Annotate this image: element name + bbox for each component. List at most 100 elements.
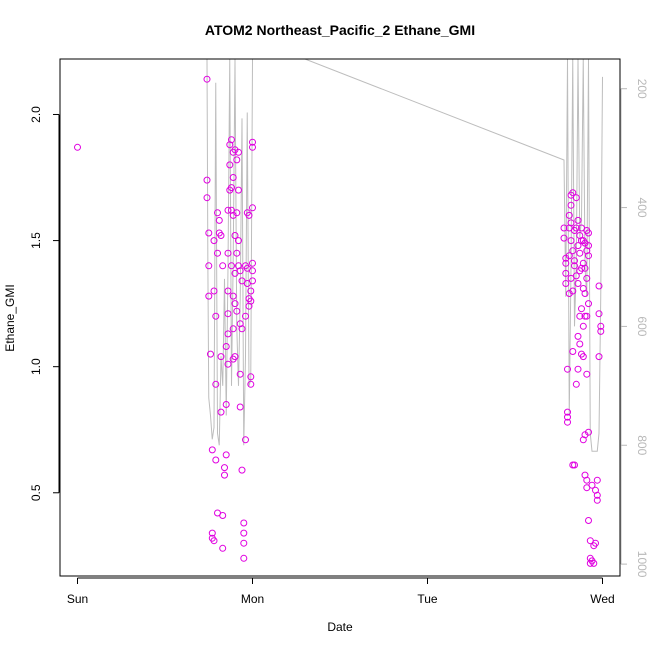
data-point — [593, 491, 601, 499]
data-point — [228, 184, 235, 192]
right-axis-tick-label: 200 — [635, 79, 649, 99]
data-point — [569, 247, 577, 255]
data-point — [228, 136, 235, 144]
data-point — [574, 242, 582, 250]
data-point — [597, 327, 605, 335]
data-point — [567, 237, 575, 245]
data-point — [231, 232, 239, 239]
data-point — [572, 272, 580, 280]
data-point — [576, 249, 584, 257]
data-point — [569, 287, 577, 295]
data-point — [238, 325, 246, 333]
data-point — [219, 544, 227, 552]
data-point — [74, 143, 81, 151]
data-point — [231, 353, 239, 361]
data-point — [219, 512, 227, 519]
data-point — [217, 353, 225, 361]
x-tick-label: Sun — [67, 592, 88, 606]
data-point — [576, 340, 584, 348]
data-point — [249, 138, 256, 146]
data-point — [240, 519, 248, 527]
data-point — [572, 380, 580, 388]
data-point — [560, 234, 568, 242]
data-point — [212, 380, 220, 388]
data-point — [217, 232, 225, 239]
data-point — [233, 209, 241, 217]
data-point — [226, 141, 234, 149]
data-point — [595, 282, 603, 290]
data-point — [247, 297, 255, 305]
data-point — [221, 471, 228, 479]
data-point — [581, 290, 589, 297]
data-point — [203, 75, 211, 83]
data-point — [581, 264, 589, 272]
data-point — [562, 259, 570, 267]
data-point — [208, 446, 216, 454]
data-point — [593, 476, 601, 484]
data-point — [224, 249, 232, 257]
data-point — [595, 353, 603, 361]
x-axis-label: Date — [327, 620, 353, 634]
y-tick-label: 1.5 — [29, 232, 43, 249]
right-axis: 200 400 600 800 1000 — [620, 79, 649, 578]
y-axis: 0.5 1.0 1.5 2.0 — [29, 106, 60, 501]
right-axis-tick-label: 400 — [635, 198, 649, 218]
data-point — [242, 436, 249, 444]
data-point — [571, 461, 578, 469]
plot-frame — [59, 58, 621, 577]
x-axis: Sun Mon Tue Wed — [67, 577, 615, 606]
data-point — [247, 380, 255, 388]
data-point — [233, 307, 241, 315]
data-point — [224, 287, 232, 295]
data-point — [564, 413, 571, 421]
data-point — [585, 229, 592, 237]
data-point — [565, 211, 573, 219]
data-point — [205, 262, 213, 270]
data-point — [208, 529, 216, 537]
data-point — [574, 365, 582, 373]
data-point — [222, 343, 230, 350]
data-point — [583, 274, 591, 282]
data-point — [574, 332, 582, 340]
data-point — [214, 249, 221, 257]
x-tick-label: Tue — [417, 592, 438, 606]
data-point — [578, 305, 585, 313]
x-tick-label: Wed — [590, 592, 614, 606]
data-point — [210, 287, 218, 295]
data-point — [224, 360, 232, 368]
data-point — [226, 161, 234, 169]
data-point — [585, 428, 592, 436]
data-point — [229, 292, 237, 300]
data-point — [233, 249, 241, 257]
data-point — [247, 373, 255, 381]
data-point — [249, 277, 256, 285]
data-point — [590, 559, 598, 567]
right-axis-tick-label: 1000 — [635, 551, 649, 578]
data-point — [571, 257, 578, 265]
data-point — [210, 237, 218, 245]
data-point — [236, 267, 244, 275]
data-point — [593, 496, 601, 504]
data-point — [228, 262, 235, 270]
data-point — [564, 418, 571, 426]
data-point — [240, 554, 248, 562]
data-point — [231, 300, 239, 308]
data-point — [585, 242, 592, 250]
data-point — [562, 269, 570, 277]
data-point — [571, 262, 578, 270]
data-point — [214, 209, 221, 217]
data-point — [564, 365, 571, 373]
data-point — [588, 481, 596, 489]
data-point — [249, 143, 256, 151]
data-point — [235, 262, 242, 270]
data-point — [572, 224, 580, 232]
chart-title: ATOM2 Northeast_Pacific_2 Ethane_GMI — [205, 22, 475, 38]
data-point — [215, 216, 223, 224]
data-point — [222, 451, 230, 459]
data-point — [592, 539, 599, 547]
pressure-line-layer — [206, 58, 603, 452]
data-point — [240, 529, 248, 537]
data-point — [576, 312, 584, 320]
data-point — [236, 403, 244, 411]
